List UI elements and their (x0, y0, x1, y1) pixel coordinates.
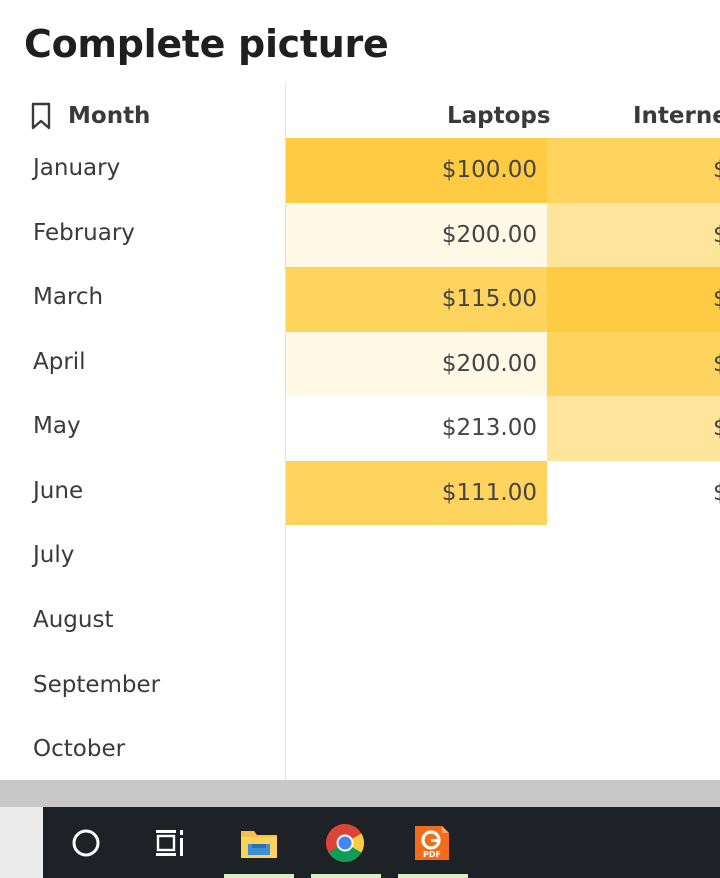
cell-laptops-may[interactable]: $213.00 (286, 396, 547, 461)
pdf-badge-text: PDF (423, 850, 441, 859)
cell-internet-may[interactable]: $ (547, 396, 720, 461)
cell-laptops-march[interactable]: $115.00 (286, 267, 547, 332)
page-title: Complete picture (24, 22, 389, 66)
task-view-icon[interactable] (148, 821, 192, 865)
horizontal-scrollbar[interactable] (0, 780, 720, 807)
bookmark-icon (31, 102, 51, 130)
file-explorer-icon[interactable] (237, 821, 281, 865)
cell-laptops-february[interactable]: $200.00 (286, 202, 547, 267)
month-item-may[interactable]: May (33, 413, 81, 439)
column-header-internet[interactable]: Internet (633, 103, 720, 129)
cell-internet-june[interactable]: $ (547, 460, 720, 526)
month-item-february[interactable]: February (33, 220, 135, 246)
chrome-active-indicator (311, 874, 381, 878)
cell-internet-april-value: $ (713, 332, 720, 397)
month-item-june[interactable]: June (33, 478, 84, 504)
cell-internet-march-value: $ (713, 267, 720, 332)
month-item-april[interactable]: April (33, 349, 86, 375)
month-slicer-header[interactable]: Month (30, 98, 150, 134)
month-slicer: Month January February March April May J… (0, 82, 286, 780)
cortana-circle-icon[interactable] (64, 821, 108, 865)
cell-laptops-june[interactable]: $111.00 (286, 460, 547, 525)
cell-internet-january-value: $ (713, 138, 720, 203)
taskbar: PDF (0, 807, 720, 878)
cell-laptops-april[interactable]: $200.00 (286, 331, 547, 396)
month-item-july[interactable]: July (33, 542, 75, 568)
month-item-january[interactable]: January (33, 155, 121, 181)
foxit-active-indicator (398, 874, 468, 878)
cell-internet-march[interactable]: $ (547, 267, 720, 332)
cell-internet-february-value: $ (713, 203, 720, 268)
cell-internet-january[interactable]: $ (547, 138, 720, 203)
cell-internet-may-value: $ (713, 396, 720, 461)
month-item-march[interactable]: March (33, 284, 104, 310)
month-item-september[interactable]: September (33, 672, 161, 698)
month-item-october[interactable]: October (33, 736, 126, 762)
cell-internet-april[interactable]: $ (547, 331, 720, 397)
file-explorer-active-indicator (224, 874, 294, 878)
month-item-august[interactable]: August (33, 607, 114, 633)
foxit-pdf-icon[interactable]: PDF (410, 821, 454, 865)
chrome-icon[interactable] (323, 821, 367, 865)
month-header-label: Month (68, 103, 151, 129)
column-header-laptops[interactable]: Laptops (447, 103, 551, 129)
cell-internet-june-value: $ (713, 461, 720, 526)
cell-laptops-january[interactable]: $100.00 (286, 138, 547, 203)
sales-matrix: Laptops Internet $100.00 $ $200.00 $ $11… (286, 82, 720, 780)
search-box-edge[interactable] (0, 807, 43, 878)
cell-internet-february[interactable]: $ (547, 202, 720, 268)
